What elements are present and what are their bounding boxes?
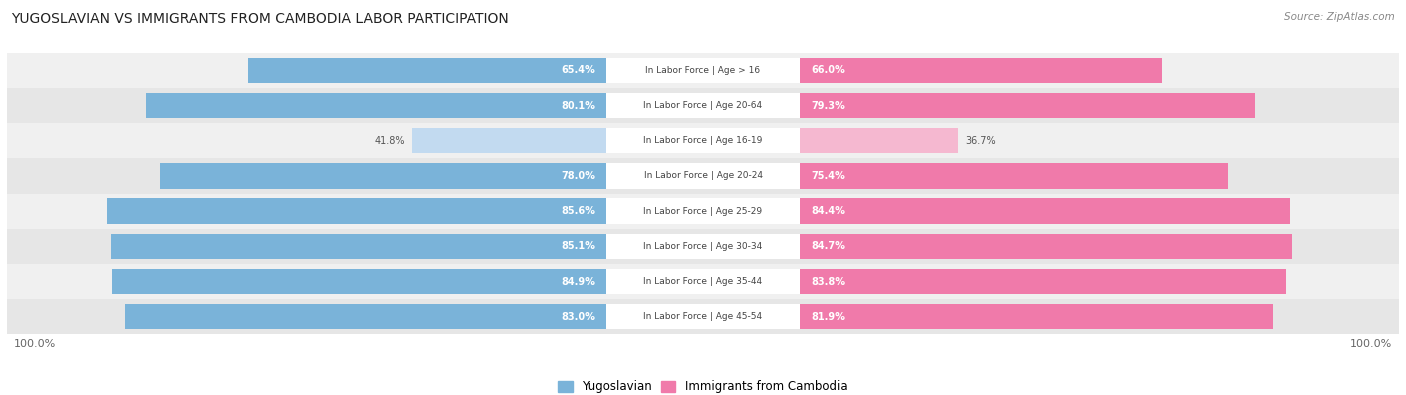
Bar — [703, 234, 1292, 259]
Text: 80.1%: 80.1% — [561, 100, 595, 111]
Bar — [703, 304, 1272, 329]
Bar — [247, 58, 703, 83]
Bar — [703, 93, 1256, 118]
Text: 65.4%: 65.4% — [561, 65, 595, 75]
Text: 85.6%: 85.6% — [561, 206, 595, 216]
Text: Source: ZipAtlas.com: Source: ZipAtlas.com — [1284, 12, 1395, 22]
Text: 100.0%: 100.0% — [1350, 339, 1392, 349]
Text: In Labor Force | Age 16-19: In Labor Force | Age 16-19 — [644, 136, 762, 145]
Text: YUGOSLAVIAN VS IMMIGRANTS FROM CAMBODIA LABOR PARTICIPATION: YUGOSLAVIAN VS IMMIGRANTS FROM CAMBODIA … — [11, 12, 509, 26]
Bar — [7, 123, 1399, 158]
Bar — [606, 269, 800, 294]
Text: In Labor Force | Age 35-44: In Labor Force | Age 35-44 — [644, 277, 762, 286]
Bar — [7, 53, 1399, 88]
Text: 78.0%: 78.0% — [561, 171, 595, 181]
Bar — [703, 269, 1286, 294]
Legend: Yugoslavian, Immigrants from Cambodia: Yugoslavian, Immigrants from Cambodia — [554, 376, 852, 395]
Bar — [703, 128, 959, 153]
Bar — [7, 299, 1399, 335]
Text: 83.8%: 83.8% — [811, 276, 845, 287]
Bar — [703, 163, 1227, 189]
Bar — [125, 304, 703, 329]
Text: 84.7%: 84.7% — [811, 241, 845, 251]
Bar — [146, 93, 703, 118]
Bar — [703, 198, 1291, 224]
Text: 100.0%: 100.0% — [14, 339, 56, 349]
Bar — [412, 128, 703, 153]
Text: In Labor Force | Age 20-64: In Labor Force | Age 20-64 — [644, 101, 762, 110]
Bar — [112, 269, 703, 294]
Bar — [7, 88, 1399, 123]
Bar — [606, 58, 800, 83]
Text: 79.3%: 79.3% — [811, 100, 845, 111]
Bar — [160, 163, 703, 189]
Text: 84.4%: 84.4% — [811, 206, 845, 216]
Bar — [606, 163, 800, 189]
Text: 85.1%: 85.1% — [561, 241, 595, 251]
Text: 36.7%: 36.7% — [966, 136, 995, 146]
Bar — [606, 198, 800, 224]
Bar — [606, 304, 800, 329]
Text: In Labor Force | Age 30-34: In Labor Force | Age 30-34 — [644, 242, 762, 251]
Text: 84.9%: 84.9% — [561, 276, 595, 287]
Bar — [606, 128, 800, 153]
Bar — [7, 229, 1399, 264]
Text: In Labor Force | Age 20-24: In Labor Force | Age 20-24 — [644, 171, 762, 181]
Bar — [703, 58, 1163, 83]
Text: 41.8%: 41.8% — [374, 136, 405, 146]
Text: In Labor Force | Age > 16: In Labor Force | Age > 16 — [645, 66, 761, 75]
Text: 66.0%: 66.0% — [811, 65, 845, 75]
Text: In Labor Force | Age 25-29: In Labor Force | Age 25-29 — [644, 207, 762, 216]
Bar — [7, 194, 1399, 229]
Bar — [606, 93, 800, 118]
Bar — [7, 158, 1399, 194]
Text: 83.0%: 83.0% — [561, 312, 595, 322]
Bar — [107, 198, 703, 224]
Bar — [111, 234, 703, 259]
Text: 75.4%: 75.4% — [811, 171, 845, 181]
Bar — [7, 264, 1399, 299]
Text: 81.9%: 81.9% — [811, 312, 845, 322]
Text: In Labor Force | Age 45-54: In Labor Force | Age 45-54 — [644, 312, 762, 321]
Bar — [606, 234, 800, 259]
